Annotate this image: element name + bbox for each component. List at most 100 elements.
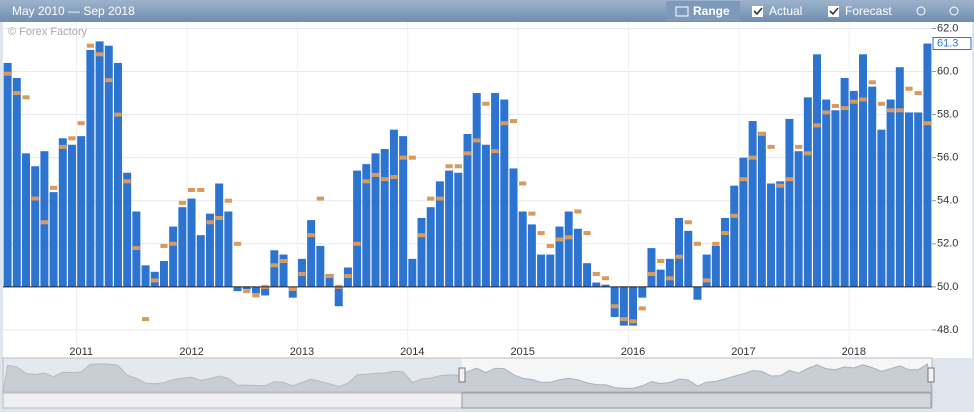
forecast-marker <box>105 78 113 83</box>
forecast-marker <box>224 198 232 203</box>
button-label: Range <box>693 4 730 18</box>
forecast-marker <box>776 183 784 188</box>
forecast-marker <box>40 220 48 225</box>
navigator-handle[interactable] <box>927 367 935 383</box>
bar <box>31 166 40 287</box>
bar <box>77 136 86 287</box>
forecast-marker <box>169 241 177 246</box>
last-value-label: 61.3 <box>937 37 958 49</box>
header-title: May 2010 — Sep 2018 <box>12 4 135 18</box>
bar <box>813 54 822 287</box>
forecast-marker <box>233 241 242 246</box>
bar <box>58 138 67 287</box>
bar <box>509 168 518 287</box>
bar <box>270 250 279 287</box>
bar <box>86 49 95 287</box>
forecast-marker <box>252 293 260 298</box>
bar <box>592 282 601 287</box>
forecast-toggle[interactable]: Forecast <box>828 4 892 18</box>
bar <box>638 286 647 298</box>
forecast-marker <box>666 276 674 281</box>
bar <box>307 220 316 287</box>
bar <box>417 217 426 287</box>
bar <box>564 211 573 287</box>
navigator-mask <box>3 358 462 393</box>
bar <box>159 261 168 287</box>
forecast-marker <box>59 144 67 149</box>
forecast-marker <box>279 259 288 264</box>
bar <box>353 170 362 287</box>
bar <box>518 211 527 287</box>
forecast-marker <box>114 112 122 117</box>
bar <box>693 286 702 300</box>
actual-toggle[interactable]: Actual <box>752 4 802 18</box>
bar <box>610 286 619 318</box>
bar <box>546 254 555 287</box>
bar <box>702 254 711 287</box>
bar <box>684 230 693 287</box>
bar <box>914 112 923 287</box>
forecast-marker <box>371 172 380 177</box>
forecast-marker <box>482 101 490 106</box>
forecast-marker <box>151 278 159 283</box>
x-tick-label: 2012 <box>179 346 203 358</box>
button-label: Actual <box>769 4 802 18</box>
forecast-marker <box>859 97 867 102</box>
forecast-marker <box>160 243 168 248</box>
forecast-marker <box>611 304 619 309</box>
x-tick-label: 2013 <box>290 346 314 358</box>
forecast-marker <box>463 151 472 156</box>
bar <box>923 43 932 287</box>
forecast-marker <box>887 108 895 113</box>
forecast-marker <box>316 196 324 201</box>
y-tick-label: 60.0 <box>937 65 958 77</box>
bar <box>767 183 776 287</box>
bar <box>665 258 674 287</box>
forecast-marker <box>362 179 370 184</box>
bar <box>785 118 794 287</box>
forecast-marker <box>574 209 582 214</box>
bar <box>435 181 444 287</box>
bar <box>776 181 785 287</box>
last-value-box <box>932 37 972 51</box>
forecast-marker <box>785 177 794 182</box>
forecast-marker <box>509 119 518 124</box>
forecast-marker <box>197 187 205 192</box>
range-button[interactable]: Range <box>666 1 740 21</box>
bar <box>822 99 831 287</box>
x-tick-label: 2011 <box>69 346 93 358</box>
y-tick-label: 50.0 <box>937 281 958 293</box>
bar <box>141 265 150 287</box>
bar <box>859 54 868 287</box>
bar <box>905 112 914 287</box>
forecast-marker <box>914 91 922 96</box>
forecast-marker <box>767 144 775 149</box>
bar <box>279 254 288 287</box>
x-tick-label: 2015 <box>510 346 534 358</box>
bar <box>426 207 435 287</box>
bar <box>445 170 454 287</box>
checkbox <box>828 6 839 17</box>
bar <box>67 144 76 287</box>
bar <box>380 149 389 287</box>
forecast-marker <box>555 237 564 242</box>
zoom-out[interactable] <box>949 6 959 16</box>
forecast-marker <box>813 123 821 128</box>
zoom-in[interactable] <box>916 6 926 16</box>
bar <box>500 99 509 287</box>
forecast-marker <box>850 99 858 104</box>
bar <box>178 207 187 287</box>
forecast-marker <box>877 101 886 106</box>
bar <box>803 97 812 287</box>
forecast-marker <box>141 317 150 322</box>
forecast-marker <box>491 149 499 154</box>
icon <box>675 6 689 17</box>
navigator-handle[interactable] <box>458 367 466 383</box>
x-tick-label: 2016 <box>621 346 645 358</box>
bar <box>233 286 242 292</box>
scrollbar-thumb[interactable] <box>461 392 932 409</box>
header <box>0 0 974 22</box>
bar <box>877 129 886 287</box>
forecast-marker <box>436 196 444 201</box>
